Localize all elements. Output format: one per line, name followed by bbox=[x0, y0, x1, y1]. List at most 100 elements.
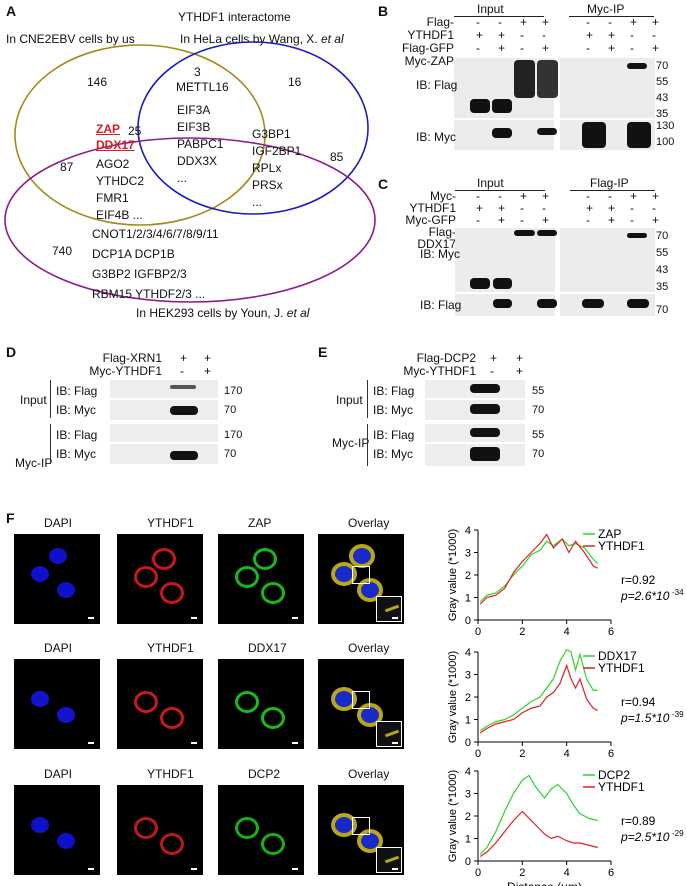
blot-band bbox=[627, 122, 651, 148]
x-tick-label: 2 bbox=[519, 626, 525, 638]
micrograph bbox=[14, 785, 100, 875]
micrograph bbox=[318, 659, 404, 749]
inset-signal bbox=[384, 855, 400, 864]
venn-count-23: 85 bbox=[330, 150, 344, 164]
cell bbox=[253, 548, 277, 570]
treatment-mark: + bbox=[542, 15, 550, 29]
treatment-mark: + bbox=[498, 201, 506, 215]
blot-band bbox=[627, 233, 647, 238]
venn-set2-circle bbox=[137, 41, 369, 215]
channel-label: YTHDF1 bbox=[147, 767, 194, 781]
treatment-mark: - bbox=[608, 15, 612, 29]
venn-item: YTHDC2 bbox=[96, 174, 145, 188]
y-tick-label: 3 bbox=[465, 548, 471, 560]
treatment-mark: + bbox=[516, 351, 524, 365]
channel-label: YTHDF1 bbox=[147, 516, 194, 530]
paneld-row-label: Flag-XRN1 bbox=[102, 351, 162, 365]
zoom-box bbox=[352, 817, 370, 835]
micrograph bbox=[117, 785, 203, 875]
x-tick-label: 4 bbox=[564, 626, 570, 638]
treatment-mark: - bbox=[520, 41, 524, 55]
treatment-mark: - bbox=[498, 15, 502, 29]
legend-label: YTHDF1 bbox=[598, 539, 645, 553]
blot-band bbox=[170, 451, 198, 460]
cell bbox=[57, 582, 75, 598]
venn-item: PABPC1 bbox=[177, 137, 224, 151]
venn-diagram bbox=[4, 41, 376, 303]
treatment-mark: + bbox=[498, 41, 506, 55]
panelb-row-label: Flag-GFP bbox=[401, 41, 454, 55]
micrograph bbox=[318, 785, 404, 875]
blot-band bbox=[537, 60, 558, 98]
mw-marker: 43 bbox=[656, 92, 669, 104]
cell bbox=[160, 707, 184, 729]
bracket bbox=[367, 424, 368, 466]
panelc-mw1: 70 55 43 35 bbox=[656, 228, 668, 296]
mw-marker: 70 bbox=[656, 60, 669, 72]
treatment-mark: - bbox=[542, 201, 546, 215]
y-tick-label: 1 bbox=[465, 715, 471, 727]
bracket bbox=[50, 424, 51, 464]
p-value-exponent: -39 bbox=[672, 710, 684, 719]
treatment-mark: - bbox=[476, 189, 480, 203]
scale-bar bbox=[292, 868, 298, 870]
treatment-mark: + bbox=[498, 213, 506, 227]
venn-count-12-more: ... bbox=[190, 73, 201, 87]
micrograph bbox=[14, 659, 100, 749]
venn-count-123: 25 bbox=[128, 124, 142, 138]
legend-label: ZAP bbox=[598, 527, 621, 541]
channel-label: Overlay bbox=[348, 516, 390, 530]
venn-title: YTHDF1 interactome bbox=[178, 10, 291, 24]
paneld-row-labels: Flag-XRN1 Myc-YTHDF1 bbox=[76, 352, 162, 378]
venn-set1-circle bbox=[14, 44, 266, 226]
y-axis-label: Gray value (*1000) bbox=[447, 770, 459, 862]
venn-item: DDX3X bbox=[177, 154, 218, 168]
treatment-mark: + bbox=[542, 41, 550, 55]
y-axis-label: Gray value (*1000) bbox=[447, 529, 459, 621]
treatment-mark: - bbox=[498, 189, 502, 203]
bracket bbox=[367, 380, 368, 418]
mw-marker: 100 bbox=[656, 136, 675, 148]
scale-bar bbox=[392, 742, 398, 744]
mw-marker: 55 bbox=[656, 76, 669, 88]
blot-band bbox=[470, 428, 500, 437]
venn-item: EIF3A bbox=[177, 103, 211, 117]
scale-bar bbox=[191, 868, 197, 870]
treatment-mark: - bbox=[520, 213, 524, 227]
cell bbox=[57, 833, 75, 849]
cell bbox=[57, 707, 75, 723]
treatment-mark: + bbox=[586, 28, 594, 42]
venn-item: IGF2BP1 bbox=[252, 144, 302, 158]
venn-item: DCP1A DCP1B bbox=[92, 247, 175, 261]
blot-band bbox=[537, 230, 557, 236]
treatment-mark: - bbox=[586, 189, 590, 203]
mw-marker: 55 bbox=[532, 385, 545, 397]
mw-marker: 70 bbox=[224, 448, 237, 460]
y-tick-label: 3 bbox=[465, 670, 471, 682]
p-value-exponent: -34 bbox=[672, 588, 684, 597]
panel-label-d: D bbox=[6, 344, 17, 360]
zoom-inset bbox=[376, 847, 402, 873]
cell bbox=[335, 817, 353, 833]
cell bbox=[235, 691, 259, 713]
x-tick-label: 0 bbox=[475, 626, 481, 638]
blot-band bbox=[470, 278, 490, 289]
treatment-mark: + bbox=[476, 201, 484, 215]
paneld-mws: 170 70 170 70 bbox=[224, 382, 242, 464]
correlation-r: r=0.92 bbox=[621, 573, 656, 587]
zoom-inset bbox=[376, 596, 402, 622]
channel-label: Overlay bbox=[348, 641, 390, 655]
panelc-blot-ip-myc bbox=[560, 228, 655, 292]
x-tick-label: 0 bbox=[475, 867, 481, 879]
y-tick-label: 2 bbox=[465, 570, 471, 582]
paneld-group-input: Input bbox=[20, 393, 47, 407]
y-tick-label: 1 bbox=[465, 593, 471, 605]
micrograph bbox=[117, 659, 203, 749]
venn-set2-label: In HeLa cells by Wang, X. et al bbox=[180, 32, 344, 46]
treatment-mark: - bbox=[586, 213, 590, 227]
venn-item: ... bbox=[252, 195, 263, 209]
treatment-mark: - bbox=[630, 201, 634, 215]
blot-band bbox=[492, 128, 512, 138]
panelb-header-line bbox=[454, 16, 544, 17]
x-tick-label: 0 bbox=[475, 748, 481, 760]
